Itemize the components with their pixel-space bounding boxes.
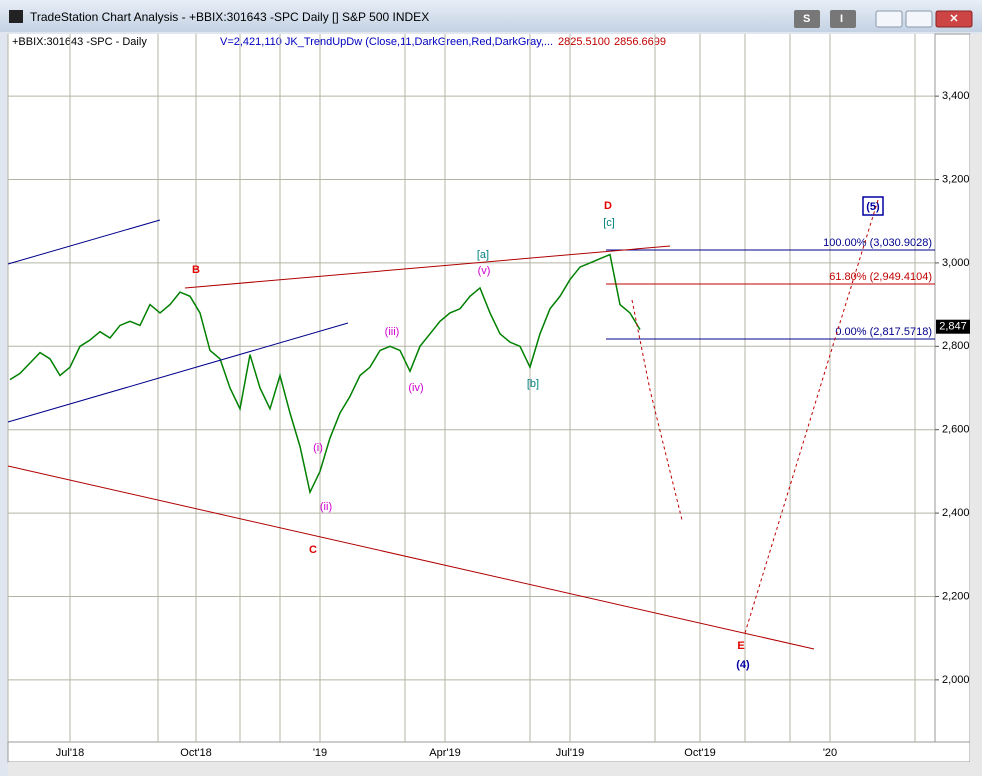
y-tick-label: 3,000 — [942, 257, 970, 269]
last-price-box — [936, 319, 970, 334]
wave-label: [b] — [527, 378, 539, 390]
x-tick-label: Jul'19 — [556, 747, 584, 759]
s-button-label[interactable]: S — [803, 13, 810, 25]
minimize-button[interactable] — [875, 10, 903, 28]
window-title: TradeStation Chart Analysis - +BBIX:3016… — [30, 10, 429, 24]
maximize-button[interactable] — [905, 10, 933, 28]
indicator-value: 2856.6699 — [614, 36, 666, 48]
close-icon[interactable]: ✕ — [949, 13, 958, 25]
price-line — [9, 253, 641, 495]
wave-label: (v) — [478, 265, 491, 277]
indicator-label: V=2,421,110 JK_TrendUpDw (Close,11,DarkG… — [220, 36, 553, 48]
y-tick-label: 2,600 — [942, 424, 970, 436]
trend-line — [7, 465, 815, 650]
y-tick-label: 2,000 — [942, 674, 970, 686]
projection — [631, 299, 683, 521]
wave-label: (i) — [313, 442, 323, 454]
wave-label: E — [737, 640, 744, 652]
i-button-label[interactable]: I — [840, 13, 843, 25]
i-button[interactable] — [830, 10, 856, 28]
x-tick-label: Apr'19 — [429, 747, 460, 759]
wave-label: C — [309, 544, 317, 556]
channel-line — [7, 322, 349, 423]
last-price-label: 2,847 — [939, 321, 967, 333]
wave-label: (iv) — [408, 382, 423, 394]
symbol-label: +BBIX:301643 -SPC - Daily — [12, 36, 147, 48]
h-scrollbar[interactable] — [8, 762, 970, 776]
y-tick-label: 2,400 — [942, 507, 970, 519]
app-icon — [9, 10, 23, 23]
wave-box — [862, 196, 884, 216]
y-tick-label: 3,200 — [942, 173, 970, 185]
fib-label: 61.80% (2,949.4104) — [829, 271, 932, 283]
y-tick-label: 3,400 — [942, 90, 970, 102]
close-button[interactable] — [935, 10, 973, 28]
x-tick-label: Jul'18 — [56, 747, 84, 759]
wave-label: (iii) — [385, 326, 400, 338]
wave-label: D — [604, 200, 612, 212]
wave-label: (4) — [736, 659, 750, 671]
x-tick-label: '19 — [313, 747, 327, 759]
wave-label: (5) — [866, 201, 880, 213]
plot-area — [8, 34, 935, 742]
x-tick-label: '20 — [823, 747, 837, 759]
wave-label: [c] — [603, 217, 615, 229]
fib-label: 0.00% (2,817.5718) — [835, 326, 932, 338]
y-tick-label: 2,800 — [942, 340, 970, 352]
v-scrollbar[interactable] — [970, 34, 982, 776]
x-tick-label: Oct'19 — [684, 747, 715, 759]
wave-label: (ii) — [320, 501, 332, 513]
projection — [744, 199, 879, 634]
indicator-value: 2825.5100 — [558, 36, 610, 48]
trend-line — [184, 245, 671, 289]
chart-layer: 2,000 2,200 2,400 2,600 2,800 3,000 3,200 3,400… — [7, 34, 970, 759]
s-button[interactable] — [794, 10, 820, 28]
price-axis — [934, 33, 971, 743]
wave-label: [a] — [477, 249, 489, 261]
y-tick-label: 2,200 — [942, 590, 970, 602]
fib-label: 100.00% (3,030.9028) — [823, 237, 932, 249]
channel-line — [7, 219, 161, 265]
wave-label: B — [192, 264, 200, 276]
x-tick-label: Oct'18 — [180, 747, 211, 759]
